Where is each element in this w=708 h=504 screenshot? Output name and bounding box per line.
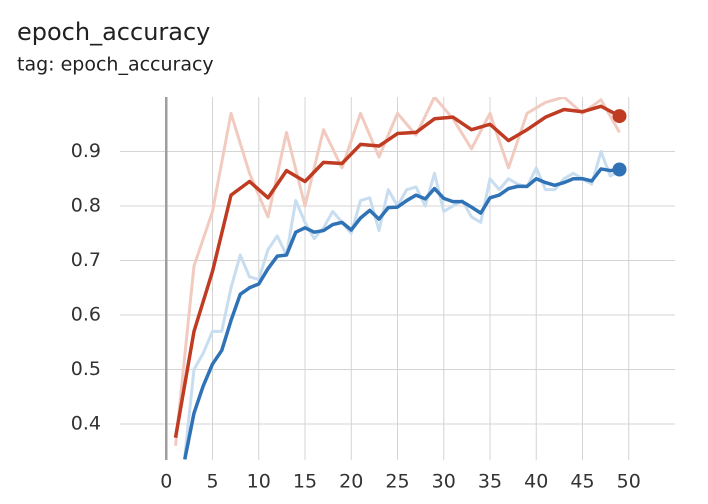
x-tick-label: 10 (247, 471, 271, 493)
x-tick-label: 15 (293, 471, 317, 493)
y-tick-label: 0.9 (71, 140, 101, 162)
series-line (173, 104, 621, 438)
chart-subtitle: tag: epoch_accuracy (17, 54, 214, 76)
x-tick-label: 50 (617, 471, 641, 493)
y-tick-label: 0.5 (71, 358, 101, 380)
x-tick-label: 20 (339, 471, 363, 493)
grid (120, 97, 675, 460)
x-tick-label: 0 (160, 471, 172, 493)
series-line (174, 97, 621, 446)
x-tick-label: 5 (206, 471, 218, 493)
y-tick-label: 0.4 (71, 413, 101, 435)
y-tick-label: 0.8 (71, 195, 101, 217)
series-line (183, 150, 621, 457)
x-tick-label: 45 (570, 471, 594, 493)
x-tick-label: 30 (432, 471, 456, 493)
x-tick-label: 40 (524, 471, 548, 493)
end-point (612, 162, 627, 177)
y-tick-label: 0.6 (71, 304, 101, 326)
chart-title: epoch_accuracy (17, 18, 210, 46)
y-tick-label: 0.7 (71, 249, 101, 271)
plot-area (173, 97, 621, 460)
end-point (612, 109, 627, 124)
x-tick-label: 35 (478, 471, 502, 493)
x-tick-label: 25 (385, 471, 409, 493)
series-line (183, 167, 620, 460)
